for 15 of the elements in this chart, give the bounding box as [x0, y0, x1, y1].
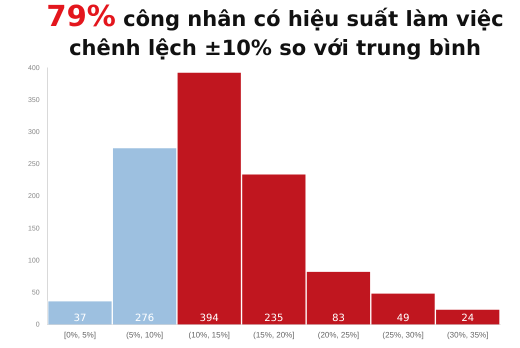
- data-label: 49: [396, 312, 410, 324]
- x-tick-label: [0%, 5%]: [64, 330, 96, 340]
- data-label: 235: [264, 312, 284, 324]
- x-tick-label: (5%, 10%]: [126, 330, 164, 340]
- chart-title: 79% công nhân có hiệu suất làm việc chênh lệch ±10% so với trung bình: [45, 0, 505, 62]
- x-tick-label: (30%, 35%]: [447, 330, 488, 340]
- data-label: 24: [461, 312, 474, 324]
- x-tick-label: (20%, 25%]: [318, 330, 360, 340]
- data-label: 276: [135, 312, 154, 324]
- data-label: 394: [200, 312, 219, 324]
- data-label: 37: [74, 312, 86, 324]
- x-tick-label: (25%, 30%]: [382, 330, 424, 340]
- x-tick-label: (10%, 15%]: [188, 330, 230, 340]
- data-label: 83: [332, 312, 345, 324]
- x-tick-label: (15%, 20%]: [253, 330, 295, 340]
